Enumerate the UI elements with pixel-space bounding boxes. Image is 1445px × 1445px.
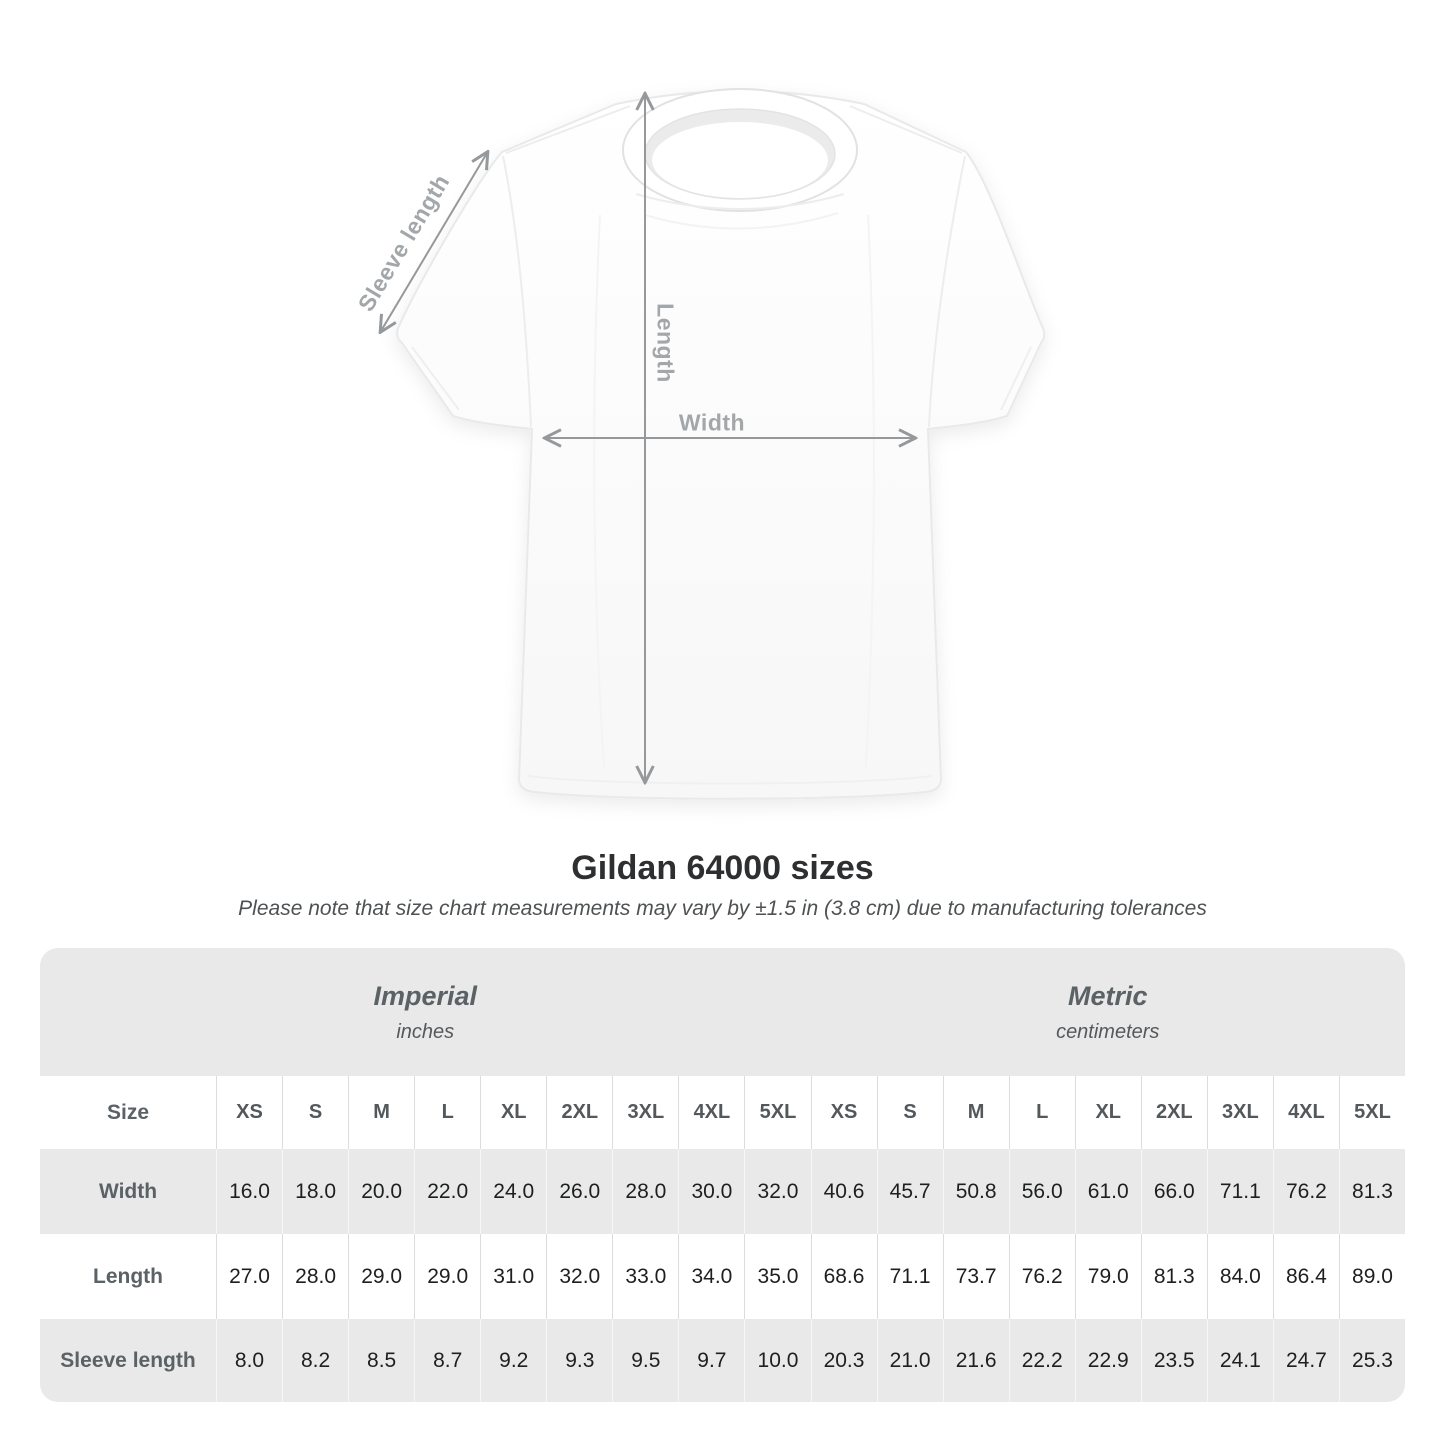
value-cell-imperial: 8.7 [414,1319,481,1402]
value-cell-metric: 81.3 [1140,1234,1207,1319]
value-cell-imperial: 32.0 [744,1149,811,1234]
value-cell-metric: 21.0 [876,1319,943,1402]
value-cell-metric: 50.8 [942,1149,1009,1234]
size-col-header-imperial: XL [480,1076,547,1149]
value-cell-metric: 22.2 [1008,1319,1075,1402]
size-col-header-imperial: 3XL [612,1076,679,1149]
value-cell-imperial: 26.0 [546,1149,613,1234]
length-label: Length [652,303,679,383]
imperial-group-unit: inches [396,1020,455,1043]
tshirt-seams [411,105,1032,785]
value-cell-metric: 73.7 [942,1234,1009,1319]
value-cell-imperial: 9.5 [612,1319,679,1402]
value-cell-metric: 24.1 [1206,1319,1273,1402]
tshirt-collar [622,88,858,212]
size-col-header-imperial: 4XL [678,1076,745,1149]
value-cell-metric: 71.1 [1206,1149,1273,1234]
size-col-header-metric: M [942,1076,1009,1149]
value-cell-metric: 40.6 [810,1149,877,1234]
value-cell-metric: 89.0 [1338,1234,1405,1319]
value-cell-imperial: 10.0 [744,1319,811,1402]
value-cell-metric: 23.5 [1140,1319,1207,1402]
measurement-row-label: Length [40,1234,216,1319]
size-table-grid: Imperial inches Metric centimeters Size X… [40,948,1405,1402]
value-cell-imperial: 8.5 [348,1319,415,1402]
size-col-header-metric: XL [1074,1076,1141,1149]
value-cell-imperial: 9.7 [678,1319,745,1402]
tshirt-image [0,88,1046,800]
value-cell-metric: 20.3 [810,1319,877,1402]
size-col-header-metric: 5XL [1338,1076,1405,1149]
size-col-header-metric: 4XL [1272,1076,1339,1149]
value-cell-metric: 81.3 [1338,1149,1405,1234]
value-cell-imperial: 34.0 [678,1234,745,1319]
size-col-header-metric: XS [810,1076,877,1149]
value-cell-imperial: 22.0 [414,1149,481,1234]
size-col-header-imperial: L [414,1076,481,1149]
value-cell-metric: 86.4 [1272,1234,1339,1319]
value-cell-imperial: 29.0 [414,1234,481,1319]
measurement-arrows [381,95,914,781]
value-cell-imperial: 18.0 [282,1149,349,1234]
value-cell-imperial: 28.0 [282,1234,349,1319]
imperial-group-name: Imperial [373,980,478,1011]
size-col-header-imperial: 2XL [546,1076,613,1149]
value-cell-imperial: 9.3 [546,1319,613,1402]
value-cell-metric: 61.0 [1074,1149,1141,1234]
value-cell-metric: 56.0 [1008,1149,1075,1234]
value-cell-imperial: 9.2 [480,1319,547,1402]
page-title: Gildan 64000 sizes [571,849,874,887]
width-label: Width [678,409,746,436]
size-col-header-metric: 2XL [1140,1076,1207,1149]
size-col-header-imperial: 5XL [744,1076,811,1149]
value-cell-imperial: 32.0 [546,1234,613,1319]
value-cell-metric: 71.1 [876,1234,943,1319]
value-cell-metric: 22.9 [1074,1319,1141,1402]
metric-group-header: Metric centimeters [810,948,1405,1076]
value-cell-metric: 24.7 [1272,1319,1339,1402]
tolerance-note: Please note that size chart measurements… [238,897,1207,920]
value-cell-imperial: 24.0 [480,1149,547,1234]
value-cell-metric: 45.7 [876,1149,943,1234]
value-cell-metric: 79.0 [1074,1234,1141,1319]
value-cell-imperial: 27.0 [216,1234,283,1319]
value-cell-imperial: 33.0 [612,1234,679,1319]
value-cell-metric: 76.2 [1008,1234,1075,1319]
value-cell-imperial: 20.0 [348,1149,415,1234]
size-col-header-imperial: M [348,1076,415,1149]
value-cell-metric: 76.2 [1272,1149,1339,1234]
value-cell-metric: 25.3 [1338,1319,1405,1402]
measurement-row-label: Sleeve length [40,1319,216,1402]
value-cell-imperial: 35.0 [744,1234,811,1319]
value-cell-imperial: 8.0 [216,1319,283,1402]
value-cell-imperial: 29.0 [348,1234,415,1319]
size-col-header-imperial: XS [216,1076,283,1149]
value-cell-imperial: 16.0 [216,1149,283,1234]
value-cell-metric: 84.0 [1206,1234,1273,1319]
value-cell-imperial: 31.0 [480,1234,547,1319]
size-col-header-metric: L [1008,1076,1075,1149]
value-cell-imperial: 8.2 [282,1319,349,1402]
value-cell-imperial: 30.0 [678,1149,745,1234]
size-col-header-metric: 3XL [1206,1076,1273,1149]
metric-group-name: Metric [1067,980,1148,1011]
imperial-group-header: Imperial inches [40,948,811,1076]
value-cell-metric: 66.0 [1140,1149,1207,1234]
metric-group-unit: centimeters [1056,1020,1160,1043]
size-col-header-imperial: S [282,1076,349,1149]
value-cell-imperial: 28.0 [612,1149,679,1234]
measurement-row-label: Width [40,1149,216,1234]
size-row-label: Size [40,1076,216,1149]
value-cell-metric: 21.6 [942,1319,1009,1402]
value-cell-metric: 68.6 [810,1234,877,1319]
tshirt-diagram: Sleeve length Length Width [0,88,1046,800]
sleeve-length-arrow [381,153,487,331]
size-col-header-metric: S [876,1076,943,1149]
